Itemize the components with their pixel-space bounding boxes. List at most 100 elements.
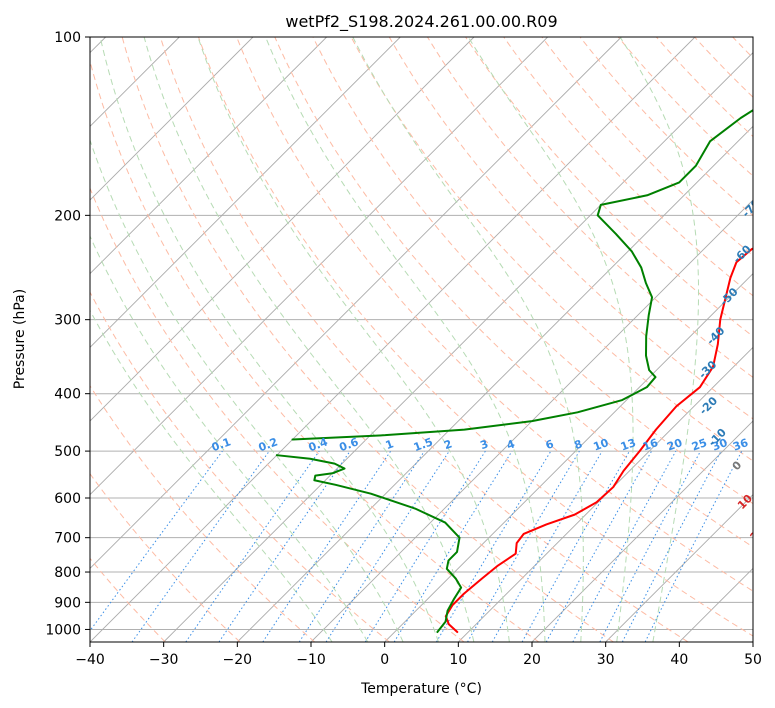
x-tick-label: 0 <box>380 652 389 668</box>
mixing-ratio-label: 0.4 <box>307 435 330 454</box>
moist-adiabat-line <box>467 37 634 642</box>
mixing-ratio-label: 1.5 <box>412 435 435 454</box>
moist-adiabat-line <box>99 37 439 642</box>
dry-adiabat-line <box>541 37 753 257</box>
dry-adiabat-line <box>388 37 753 420</box>
moist-adiabat-line <box>143 37 475 642</box>
isotherm-line <box>90 37 327 275</box>
annotations: 0.1 0.2 0.4 0.6 1 1.5 2 3 4 6 8 10 13 16 20 25 30 36-100-… <box>210 67 775 603</box>
mixing-ratio-line <box>90 450 223 632</box>
isotherm-line <box>310 199 753 642</box>
y-tick-label: 900 <box>54 595 81 611</box>
dewpoint-profile-line <box>275 454 463 634</box>
x-tick-label: −10 <box>296 652 326 668</box>
mixing-ratio-label: 16 <box>641 436 660 454</box>
isotherm-label: -30 <box>696 358 719 381</box>
mixing-ratio-label: 4 <box>505 437 517 452</box>
y-tick-label: 100 <box>54 30 81 46</box>
isotherm-line <box>90 37 475 422</box>
isotherm-line <box>90 37 401 348</box>
isotherm-label: -40 <box>704 324 727 347</box>
x-axis-label: Temperature (°C) <box>360 681 482 697</box>
mixing-ratio-label: 36 <box>731 436 750 454</box>
x-tick-label: 40 <box>670 652 688 668</box>
dry-adiabat-line <box>90 186 465 642</box>
dry-adiabat-line <box>312 37 753 505</box>
x-tick-label: 50 <box>744 652 762 668</box>
isotherm-label: -50 <box>717 285 740 308</box>
mixing-ratio-label: 2 <box>442 437 454 452</box>
mixing-ratio-line <box>218 450 351 642</box>
isotherm-label: 30 <box>757 555 775 575</box>
mixing-ratio-line <box>393 450 513 642</box>
isotherm-line <box>90 37 548 496</box>
mixing-ratio-label: 6 <box>544 437 556 452</box>
mixing-ratio-label: 13 <box>619 436 638 453</box>
moist-adiabat-line <box>352 37 584 642</box>
dry-adiabat-line <box>90 472 241 642</box>
dry-adiabat-line <box>90 384 316 642</box>
moist-adiabat-line <box>619 37 700 642</box>
y-axis-label: Pressure (hPa) <box>12 289 28 389</box>
mixing-ratio-label: 25 <box>690 436 709 453</box>
mixing-ratio-label: 0.2 <box>257 435 280 454</box>
moist-adiabat-line <box>90 138 404 642</box>
mixing-ratio-line <box>131 450 270 642</box>
isotherm-label: 20 <box>748 523 768 543</box>
isotherm-line <box>752 641 753 642</box>
x-axis-ticks: −40 −30 −20 −10 0 10 20 30 40 50 <box>75 642 762 668</box>
isotherm-line <box>237 125 753 642</box>
isotherm-label: -20 <box>697 394 720 417</box>
isotherm-line <box>163 52 753 642</box>
isotherm-line <box>90 37 622 569</box>
isotherm-label: 0 <box>730 458 745 473</box>
dry-adiabat-line <box>90 291 390 642</box>
y-tick-label: 200 <box>54 208 81 224</box>
mixing-ratio-line <box>521 450 630 642</box>
isotherm-line <box>458 346 753 642</box>
dry-adiabat-line <box>771 37 775 642</box>
dry-adiabat-line <box>159 37 689 642</box>
dry-adiabat-line <box>426 37 753 378</box>
chart-title: wetPf2_S198.2024.261.00.00.R09 <box>285 12 557 32</box>
mixing-ratio-line <box>185 450 320 642</box>
isotherm-label: 40 <box>769 583 775 603</box>
x-tick-label: −30 <box>149 652 179 668</box>
isotherm-line <box>90 37 254 201</box>
y-tick-label: 800 <box>54 565 81 581</box>
moist-adiabat-line <box>197 37 510 642</box>
isotherm-label: 10 <box>735 492 755 512</box>
isotherm-line <box>90 37 696 642</box>
dry-adiabat-line <box>503 37 753 297</box>
isotherm-label: -60 <box>731 242 754 265</box>
moist-adiabat-line <box>90 309 333 642</box>
isotherm-line <box>531 420 753 642</box>
isotherm-label: -100 <box>753 67 775 96</box>
mixing-ratio-label: 1 <box>384 437 396 452</box>
moist-adiabat-line <box>90 234 369 642</box>
y-tick-label: 400 <box>54 387 81 403</box>
mixing-ratio-line <box>572 450 677 642</box>
dry-adiabat-line <box>236 37 753 592</box>
mixing-ratio-line <box>262 450 392 642</box>
reference-lines <box>90 37 775 642</box>
mixing-ratio-line <box>545 450 653 642</box>
mixing-ratio-label: 3 <box>478 437 490 452</box>
y-tick-label: 1000 <box>45 622 81 638</box>
y-axis-ticks: 100 200 300 400 500 600 700 800 900 1000 <box>45 30 90 638</box>
isotherm-label: -80 <box>756 150 775 173</box>
dry-adiabat-line <box>465 37 753 337</box>
mixing-ratio-line <box>435 450 552 642</box>
mixing-ratio-label: 10 <box>592 436 611 454</box>
moist-adiabat-line <box>265 37 546 642</box>
y-tick-label: 700 <box>54 531 81 547</box>
x-tick-label: 20 <box>523 652 541 668</box>
isotherm-label: -90 <box>762 108 775 131</box>
dry-adiabat-line <box>90 59 540 642</box>
temperature-profile-line <box>444 247 753 634</box>
x-tick-label: −40 <box>75 652 105 668</box>
isotherm-line <box>605 494 753 642</box>
dry-adiabat-line <box>350 37 753 462</box>
x-tick-label: −20 <box>223 652 253 668</box>
mixing-ratio-label: 0.6 <box>338 435 361 454</box>
